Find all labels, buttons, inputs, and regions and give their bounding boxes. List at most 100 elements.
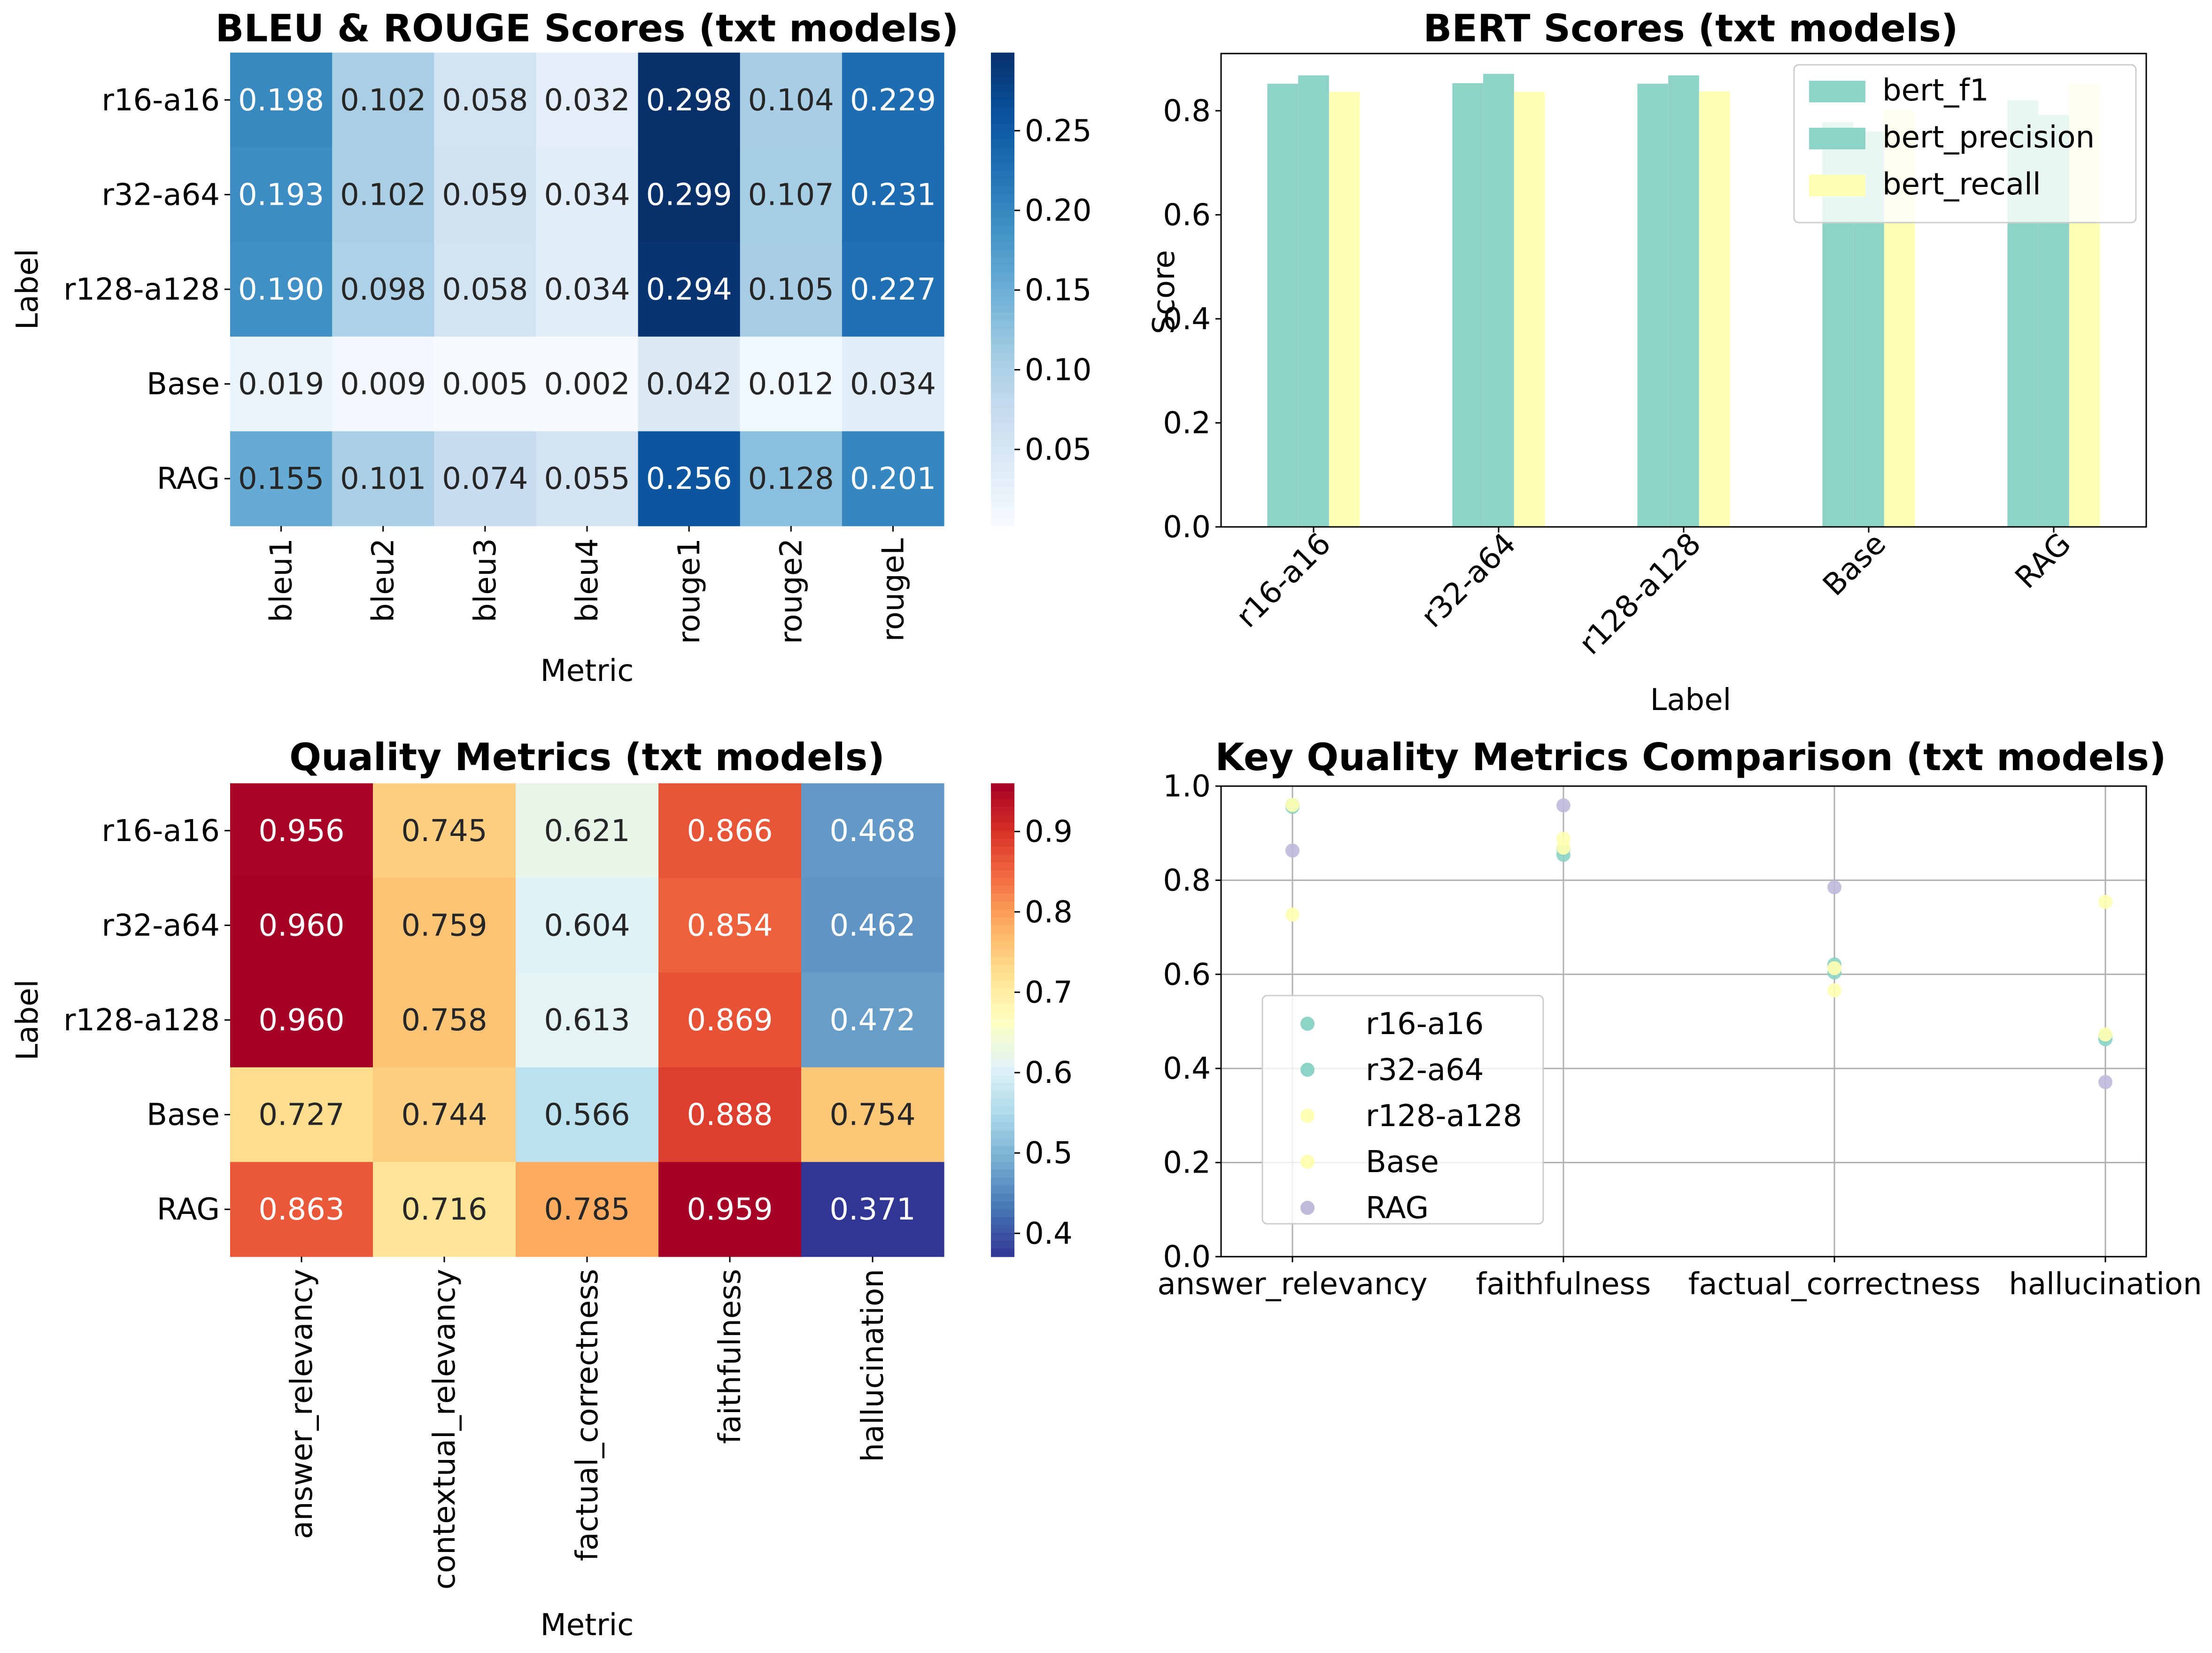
quality-heatmap-xlabel: Metric bbox=[541, 1608, 634, 1643]
colorbar-tick-label: 0.9 bbox=[1025, 815, 1073, 850]
scatter-point-r128-a128 bbox=[1827, 961, 1841, 975]
colorbar-band bbox=[991, 186, 1014, 195]
heatmap-cell bbox=[842, 431, 944, 526]
y-tick-label: 0.4 bbox=[1163, 302, 1211, 337]
bar-bert-precision bbox=[1668, 75, 1699, 527]
heatmap-cell bbox=[434, 242, 537, 337]
heatmap-cell-value: 0.101 bbox=[340, 462, 426, 496]
heatmap-cell bbox=[740, 147, 843, 242]
colorbar-tick-label: 0.25 bbox=[1025, 114, 1092, 148]
heatmap-cell-value: 0.959 bbox=[687, 1192, 773, 1227]
colorbar-band bbox=[991, 1020, 1014, 1028]
heatmap-cell bbox=[801, 1067, 944, 1162]
heatmap-cell bbox=[638, 53, 741, 148]
heatmap-cell-value: 0.201 bbox=[850, 462, 936, 496]
heatmap-cell-value: 0.102 bbox=[340, 83, 426, 118]
heatmap-cell bbox=[801, 878, 944, 973]
colorbar-band bbox=[991, 1154, 1014, 1163]
y-tick-label: 0.6 bbox=[1163, 198, 1211, 232]
bleu-rouge-heatmap-panel: BLEU & ROUGE Scores (txt models) Label M… bbox=[10, 7, 1092, 688]
colorbar-band bbox=[991, 384, 1014, 393]
heatmap-cell-value: 0.009 bbox=[340, 367, 426, 402]
colorbar-band bbox=[991, 305, 1014, 314]
colorbar-band bbox=[991, 1170, 1014, 1178]
heatmap-cell-value: 0.102 bbox=[340, 178, 426, 212]
heatmap-cell-value: 0.107 bbox=[748, 178, 834, 212]
colorbar-band bbox=[991, 423, 1014, 432]
quality-heatmap-panel: Quality Metrics (txt models) Label Metri… bbox=[10, 735, 1073, 1643]
heatmap-cell-value: 0.105 bbox=[748, 272, 834, 307]
bleu-rouge-heatmap-ylabel: Label bbox=[10, 249, 45, 330]
y-tick-label: Base bbox=[147, 1098, 220, 1133]
heatmap-cell-value: 0.745 bbox=[401, 814, 487, 849]
colorbar-band bbox=[991, 250, 1014, 258]
x-tick-label: factual_correctness bbox=[570, 1269, 605, 1561]
colorbar-band bbox=[991, 76, 1014, 85]
colorbar-band bbox=[991, 957, 1014, 966]
heatmap-cell bbox=[373, 878, 516, 973]
colorbar-band bbox=[991, 1051, 1014, 1060]
legend-marker bbox=[1300, 1109, 1315, 1123]
y-tick-label: Base bbox=[147, 367, 220, 402]
colorbar-band bbox=[991, 242, 1014, 250]
colorbar-band bbox=[991, 1012, 1014, 1020]
colorbar-band bbox=[991, 415, 1014, 424]
plot-frame bbox=[1220, 785, 2147, 1258]
heatmap-cell-value: 0.074 bbox=[442, 462, 528, 496]
heatmap-cell bbox=[373, 1067, 516, 1162]
heatmap-cell-value: 0.744 bbox=[401, 1098, 487, 1133]
colorbar-band bbox=[991, 1027, 1014, 1036]
colorbar-band bbox=[991, 471, 1014, 479]
x-tick-label: factual_correctness bbox=[1688, 1267, 1980, 1302]
heatmap-cell-value: 0.034 bbox=[544, 272, 630, 307]
colorbar-band bbox=[991, 487, 1014, 495]
scatter-point-rag bbox=[1285, 843, 1299, 858]
colorbar-band bbox=[991, 988, 1014, 997]
heatmap-cell bbox=[658, 1162, 802, 1257]
legend-label: Base bbox=[1366, 1145, 1439, 1180]
heatmap-cell bbox=[230, 431, 333, 526]
legend-swatch bbox=[1809, 128, 1865, 149]
colorbar-band bbox=[991, 53, 1014, 61]
x-tick-label: bleu2 bbox=[366, 538, 401, 622]
heatmap-cell-value: 0.727 bbox=[258, 1098, 344, 1133]
legend-label: bert_f1 bbox=[1882, 73, 1989, 108]
x-tick-label: answer_relevancy bbox=[285, 1269, 319, 1539]
colorbar-band bbox=[991, 1146, 1014, 1155]
heatmap-cell bbox=[434, 53, 537, 148]
bar-bert-recall bbox=[1329, 92, 1360, 527]
legend-swatch bbox=[1809, 81, 1865, 102]
heatmap-cell-value: 0.960 bbox=[258, 908, 344, 943]
bert-bar-xlabel: Label bbox=[1650, 683, 1732, 718]
colorbar-band bbox=[991, 447, 1014, 456]
colorbar-band bbox=[991, 1201, 1014, 1210]
bert-bar-ylabel: Score bbox=[1147, 250, 1182, 334]
colorbar-band bbox=[991, 949, 1014, 958]
y-tick-label: r32-a64 bbox=[102, 908, 220, 943]
heatmap-cell-value: 0.759 bbox=[401, 908, 487, 943]
legend-label: r32-a64 bbox=[1366, 1053, 1484, 1088]
x-tick-label: hallucination bbox=[856, 1269, 890, 1462]
x-tick-label: rougeL bbox=[876, 538, 911, 642]
colorbar-band bbox=[991, 902, 1014, 910]
colorbar-band bbox=[991, 392, 1014, 400]
colorbar-band bbox=[991, 1043, 1014, 1052]
colorbar-band bbox=[991, 815, 1014, 823]
heatmap-cell bbox=[230, 1067, 373, 1162]
y-tick-label: 1.0 bbox=[1163, 769, 1211, 804]
x-tick-label: bleu4 bbox=[570, 538, 605, 622]
colorbar-band bbox=[991, 479, 1014, 487]
colorbar-band bbox=[991, 431, 1014, 440]
colorbar-band bbox=[991, 783, 1014, 792]
x-tick-label: faithfulness bbox=[713, 1269, 748, 1444]
x-tick-label: answer_relevancy bbox=[1157, 1267, 1427, 1302]
colorbar-band bbox=[991, 352, 1014, 361]
heatmap-cell-value: 0.298 bbox=[646, 83, 732, 118]
heatmap-cell-value: 0.098 bbox=[340, 272, 426, 307]
heatmap-cell bbox=[434, 147, 537, 242]
heatmap-cell bbox=[658, 973, 802, 1068]
colorbar-band bbox=[991, 1225, 1014, 1234]
colorbar-band bbox=[991, 344, 1014, 353]
colorbar-band bbox=[991, 139, 1014, 148]
colorbar-band bbox=[991, 297, 1014, 306]
